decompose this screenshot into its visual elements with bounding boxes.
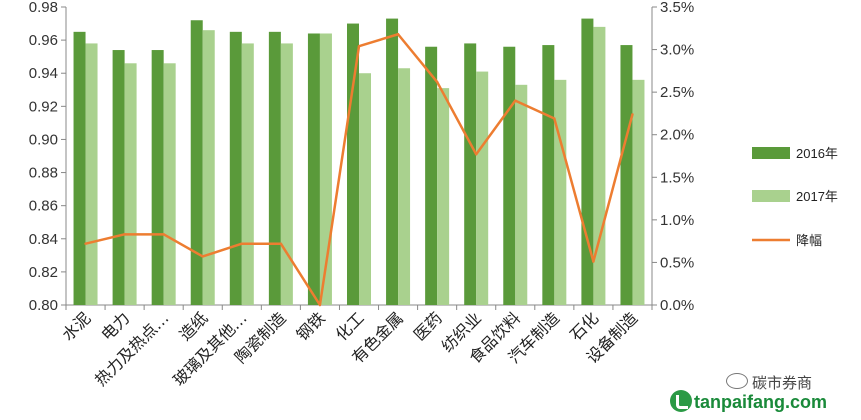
bar: [163, 63, 176, 306]
right-tick-label: 3.5%: [660, 0, 694, 16]
bar: [386, 18, 399, 305]
bar: [229, 31, 242, 305]
bar: [124, 63, 137, 306]
left-tick-label: 0.86: [29, 198, 58, 215]
bar: [202, 30, 215, 306]
legend-swatch: [752, 147, 790, 159]
bar: [73, 31, 86, 305]
legend-swatch: [752, 190, 790, 202]
right-tick-label: 0.0%: [660, 297, 694, 314]
right-tick-label: 0.5%: [660, 254, 694, 271]
right-tick-label: 1.5%: [660, 169, 694, 186]
left-tick-label: 0.98: [29, 0, 58, 16]
line-point: [553, 117, 556, 120]
line-point: [592, 260, 595, 263]
legend-label: 降幅: [796, 233, 822, 248]
left-tick-label: 0.84: [29, 231, 58, 248]
category-label: 水泥: [58, 308, 94, 344]
line-point: [84, 242, 87, 245]
line-point: [357, 44, 361, 48]
bar: [581, 18, 594, 305]
left-axis-ticks: 0.80 0.82 0.84 0.86 0.88 0.90 0.92 0.94 0.96 0.98: [29, 0, 66, 314]
line-point: [514, 99, 517, 102]
bar: [425, 46, 438, 305]
bar: [515, 84, 528, 305]
line-point: [318, 303, 322, 307]
bar: [190, 20, 203, 305]
line-series: [84, 32, 634, 307]
bar: [632, 79, 645, 305]
legend-label: 2017年: [796, 189, 838, 204]
bar: [437, 88, 450, 305]
line-point: [201, 255, 204, 258]
right-tick-label: 3.0%: [660, 42, 694, 59]
legend-label: 2016年: [796, 146, 838, 161]
tanpaifang-logo-icon: [670, 390, 692, 412]
bar: [542, 45, 555, 305]
left-tick-label: 0.96: [29, 32, 58, 49]
left-tick-label: 0.92: [29, 98, 58, 115]
right-tick-label: 1.0%: [660, 212, 694, 229]
line-point: [279, 242, 283, 245]
right-axis-ticks: 0.0% 0.5% 1.0% 1.5% 2.0% 2.5% 3.0% 3.5%: [652, 0, 694, 314]
right-tick-label: 2.0%: [660, 127, 694, 144]
bar: [398, 68, 411, 305]
bar: [359, 73, 371, 305]
bar: [620, 45, 633, 305]
bar: [85, 43, 98, 306]
bar: [151, 50, 164, 305]
category-label: 钢铁: [293, 308, 329, 344]
bar: [307, 33, 320, 305]
bar: [503, 46, 516, 305]
bar: [476, 71, 489, 305]
left-tick-label: 0.90: [29, 131, 58, 148]
line-point: [475, 153, 478, 156]
right-tick-label: 2.5%: [660, 84, 694, 101]
bar: [268, 31, 281, 305]
line-point: [435, 80, 439, 84]
bar: [241, 43, 254, 306]
wechat-icon: [726, 373, 748, 389]
bar: [280, 43, 293, 306]
left-tick-label: 0.80: [29, 297, 58, 314]
line-point: [240, 242, 243, 245]
bar: [112, 50, 125, 305]
line-point: [162, 233, 165, 236]
line-point: [396, 33, 400, 36]
watermark: 碳市券商 tanpaifang.com: [668, 370, 858, 416]
bar: [464, 43, 477, 306]
left-tick-label: 0.82: [29, 264, 58, 281]
bar: [593, 26, 606, 305]
watermark-url: tanpaifang.com: [694, 392, 828, 412]
line-point: [631, 113, 634, 116]
line-point: [123, 233, 126, 236]
watermark-name: 碳市券商: [752, 374, 813, 392]
bar-series: [73, 18, 645, 306]
bar: [554, 79, 567, 305]
left-tick-label: 0.94: [29, 65, 58, 82]
left-tick-label: 0.88: [29, 165, 58, 182]
bar: [347, 23, 359, 306]
